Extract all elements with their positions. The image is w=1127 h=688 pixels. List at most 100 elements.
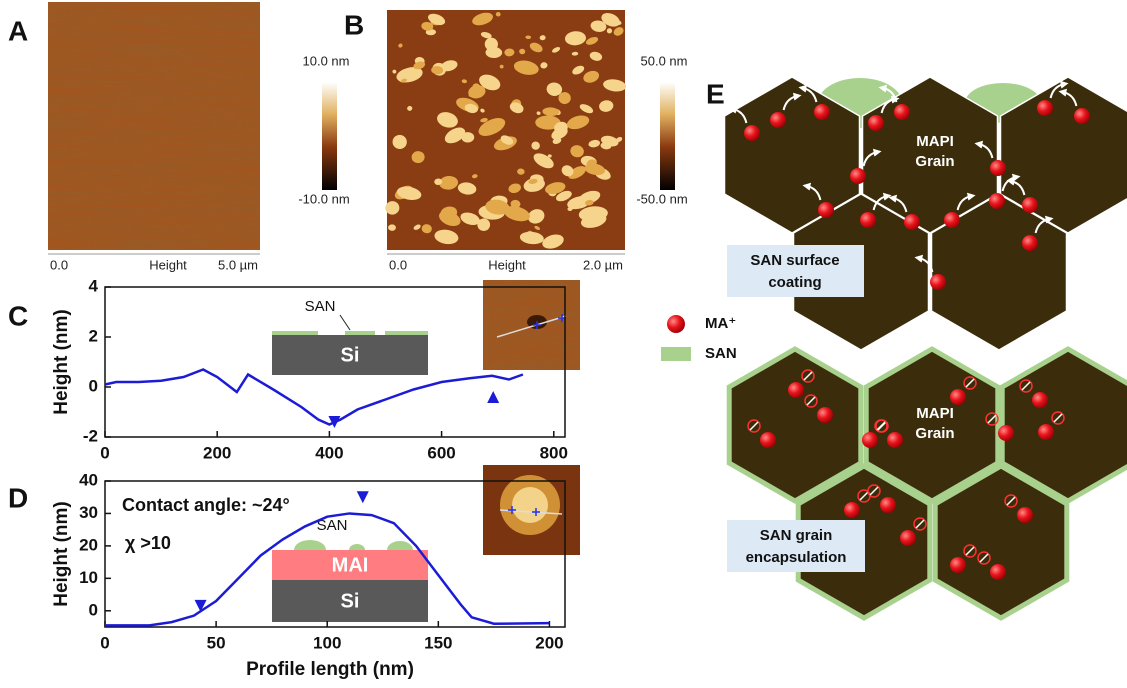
inset-label: Si <box>341 590 360 612</box>
diagram-text: Grain <box>915 153 954 170</box>
diagram-text: coating <box>768 274 821 291</box>
diagram-text: MAPI <box>916 405 954 422</box>
cursor-marker <box>487 391 499 403</box>
ma-ion <box>989 193 1005 209</box>
scale-start: 0.0 <box>50 257 68 272</box>
cursor-marker <box>195 600 207 612</box>
ma-ion <box>1074 108 1090 124</box>
ma-ion <box>817 407 833 423</box>
y-tick-label: 40 <box>79 470 98 489</box>
x-tick-label: 0 <box>100 443 109 462</box>
panel-label: D <box>8 482 28 513</box>
x-tick-label: 200 <box>535 633 563 652</box>
ma-ion <box>760 432 776 448</box>
inset-label: Si <box>341 344 360 366</box>
panel-label: A <box>8 15 28 46</box>
inset-label: MAI <box>332 554 369 576</box>
x-tick-label: 600 <box>427 443 455 462</box>
ma-ion <box>880 497 896 513</box>
ma-ion <box>887 432 903 448</box>
y-tick-label: 30 <box>79 503 98 522</box>
y-tick-label: 20 <box>79 535 98 554</box>
ma-ion <box>904 214 920 230</box>
diagram-text: E <box>706 78 725 109</box>
scale-end: 5.0 µm <box>218 257 258 272</box>
colorbar-b <box>660 82 675 190</box>
grain-diagram: E MAPI Grain MAPI Grain SAN surface coating SAN… <box>661 77 1127 618</box>
diagram-text: SAN <box>705 345 737 362</box>
colorbar-min: -10.0 nm <box>298 191 349 206</box>
ma-ion <box>900 530 916 546</box>
x-tick-label: 400 <box>315 443 343 462</box>
ma-ion <box>944 212 960 228</box>
legend-swatch <box>661 347 691 361</box>
scale-start: 0.0 <box>389 257 407 272</box>
diagram-text: MA⁺ <box>705 315 736 332</box>
x-tick-label: 100 <box>313 633 341 652</box>
ma-ion <box>1038 424 1054 440</box>
ma-ion <box>1032 392 1048 408</box>
annotation: χ >10 <box>125 533 171 553</box>
diagram-text: encapsulation <box>746 549 847 566</box>
annotation: Contact angle: ~24° <box>122 495 290 515</box>
panel-label: B <box>344 9 364 40</box>
ma-ion <box>788 382 804 398</box>
y-tick-label: -2 <box>83 426 98 445</box>
diagram-text: MAPI <box>916 133 954 150</box>
ma-ion <box>862 432 878 448</box>
panel-label: C <box>8 300 28 331</box>
data-line <box>105 370 523 425</box>
san-layer <box>345 331 375 335</box>
y-tick-label: 0 <box>89 376 98 395</box>
y-tick-label: 4 <box>89 276 99 295</box>
ma-ion <box>814 104 830 120</box>
cursor-marker <box>328 416 340 428</box>
afm-texture-a <box>48 2 260 250</box>
x-tick-label: 800 <box>540 443 568 462</box>
inset-label: SAN <box>305 298 336 315</box>
ma-ion <box>990 160 1006 176</box>
x-axis-label: Profile length (nm) <box>246 659 414 680</box>
figure: E MAPI Grain MAPI Grain SAN surface coating SAN… <box>0 0 1127 683</box>
ma-ion <box>770 112 786 128</box>
ma-ion <box>1022 197 1038 213</box>
y-tick-label: 2 <box>89 326 98 345</box>
ma-ion <box>868 115 884 131</box>
diagram-text: Grain <box>915 425 954 442</box>
page: { "images": [ {"label": "A", "colorbar":… <box>0 0 1127 683</box>
ma-ion <box>930 274 946 290</box>
ma-ion <box>990 564 1006 580</box>
ma-ion <box>998 425 1014 441</box>
scale-name: Height <box>488 257 526 272</box>
x-tick-label: 50 <box>207 633 226 652</box>
cursor-marker <box>357 491 369 503</box>
san-layer <box>385 331 428 335</box>
ma-ion <box>860 212 876 228</box>
scale-end: 2.0 µm <box>583 257 623 272</box>
diagram-text: SAN surface <box>750 252 839 269</box>
ma-ion <box>1022 235 1038 251</box>
ma-ion <box>1037 100 1053 116</box>
x-tick-label: 150 <box>424 633 452 652</box>
ma-ion <box>894 104 910 120</box>
colorbar-max: 10.0 nm <box>303 53 350 68</box>
y-axis-label: Height (nm) <box>51 501 72 607</box>
x-tick-label: 200 <box>203 443 231 462</box>
colorbar-max: 50.0 nm <box>641 53 688 68</box>
ma-ion <box>950 389 966 405</box>
san-layer <box>272 331 318 335</box>
y-axis-label: Height (nm) <box>51 309 72 415</box>
legend-swatch <box>667 315 685 333</box>
x-tick-label: 0 <box>100 633 109 652</box>
inset-droplet-core <box>512 487 548 523</box>
ma-ion <box>844 502 860 518</box>
ma-ion <box>950 557 966 573</box>
ma-ion <box>744 125 760 141</box>
y-tick-label: 10 <box>79 568 98 587</box>
leader-line <box>340 315 350 330</box>
ma-ion <box>1017 507 1033 523</box>
y-tick-label: 0 <box>89 600 98 619</box>
diagram-text: SAN grain <box>760 527 833 544</box>
scale-name: Height <box>149 257 187 272</box>
ma-ion <box>818 202 834 218</box>
